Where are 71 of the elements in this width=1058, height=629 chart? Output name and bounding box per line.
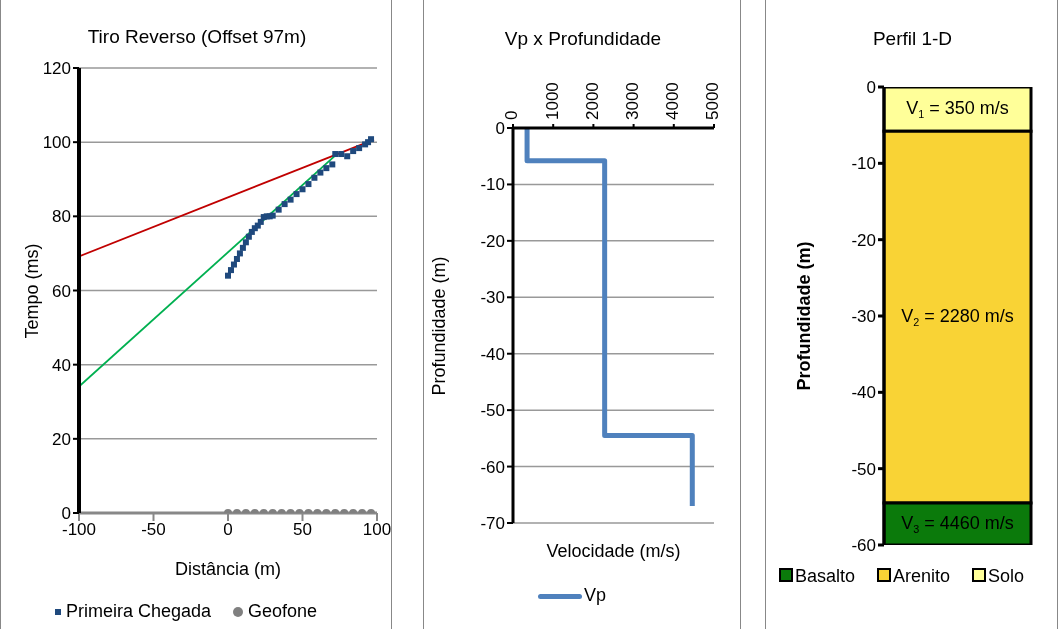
point — [230, 261, 237, 268]
x-axis-title: Distância (m) — [174, 559, 282, 580]
x-axis-title: Velocidade (m/s) — [545, 541, 682, 562]
y-tick-label: -60 — [480, 457, 505, 477]
y-axis-title: Profundidade (m) — [794, 240, 815, 393]
y-tick-label: -70 — [480, 514, 505, 534]
legend-label: Basalto — [793, 566, 855, 586]
y-tick-label: -50 — [851, 459, 876, 479]
y-tick-label: -40 — [480, 344, 505, 364]
x-tick-label: -50 — [141, 520, 166, 540]
point — [236, 250, 243, 257]
y-tick-label: -50 — [480, 401, 505, 421]
x-tick-label: 0 — [502, 110, 522, 120]
y-tick-label: 100 — [42, 133, 71, 153]
point — [275, 206, 282, 213]
point — [338, 151, 345, 158]
y-tick-label: 40 — [52, 355, 71, 375]
point — [281, 201, 288, 208]
point — [225, 272, 231, 279]
y-tick-label: 20 — [52, 429, 71, 449]
point — [245, 233, 252, 240]
y-tick-label: 120 — [42, 59, 71, 79]
x-tick-label: 1000 — [542, 82, 562, 120]
point — [239, 244, 246, 251]
point — [356, 145, 363, 152]
y-tick-label: -30 — [480, 288, 505, 308]
point — [299, 186, 306, 193]
data-label: V$_{3}$ = 4460 m/s — [901, 512, 1014, 535]
point — [293, 191, 300, 198]
point — [350, 148, 357, 155]
legend-label: Arenito — [892, 566, 951, 586]
legend-label: Vp — [583, 585, 607, 605]
point — [233, 255, 240, 262]
point — [323, 165, 330, 172]
point — [317, 169, 324, 176]
y-tick-label: -40 — [851, 383, 876, 403]
x-tick-label: 3000 — [623, 82, 643, 120]
x-tick-label: 100 — [362, 520, 392, 540]
y-tick-label: -30 — [851, 307, 876, 327]
y-tick-label: -60 — [851, 536, 876, 556]
point — [287, 196, 294, 203]
point — [344, 153, 351, 160]
y-axis-title: Tempo (ms) — [22, 243, 42, 339]
chart-title: Tiro Reverso (Offset 97m) — [86, 26, 308, 48]
chart-title: Vp x Profundidade — [503, 28, 663, 50]
point — [227, 267, 234, 274]
legend-label: Primeira Chegada — [64, 601, 211, 621]
point — [242, 239, 249, 246]
y-tick-label: 60 — [52, 281, 71, 301]
y-tick-label: 80 — [52, 207, 71, 227]
data-label: V$_{2}$ = 2280 m/s — [901, 305, 1014, 328]
y-tick-label: -20 — [480, 231, 505, 251]
x-tick-label: 4000 — [663, 82, 683, 120]
x-tick-label: 50 — [293, 520, 312, 540]
point — [332, 151, 339, 158]
x-tick-label: 2000 — [582, 82, 602, 120]
point — [311, 174, 318, 181]
chart-title: Perfil 1-D — [871, 28, 954, 50]
data-label: V$_{1}$ = 350 m/s — [906, 97, 1009, 120]
y-tick-label: -10 — [480, 175, 505, 195]
x-tick-label: 0 — [223, 520, 233, 540]
point — [257, 218, 264, 225]
x-tick-label: 5000 — [703, 82, 723, 120]
legend-label: Geofone — [247, 601, 318, 621]
y-tick-label: -10 — [851, 154, 876, 174]
legend-label: Solo — [987, 566, 1025, 586]
point — [329, 161, 336, 168]
y-axis-title: Profundidade (m) — [429, 254, 450, 398]
y-tick-label: -20 — [851, 230, 876, 250]
y-tick-label: 0 — [495, 119, 505, 139]
point — [305, 181, 312, 188]
